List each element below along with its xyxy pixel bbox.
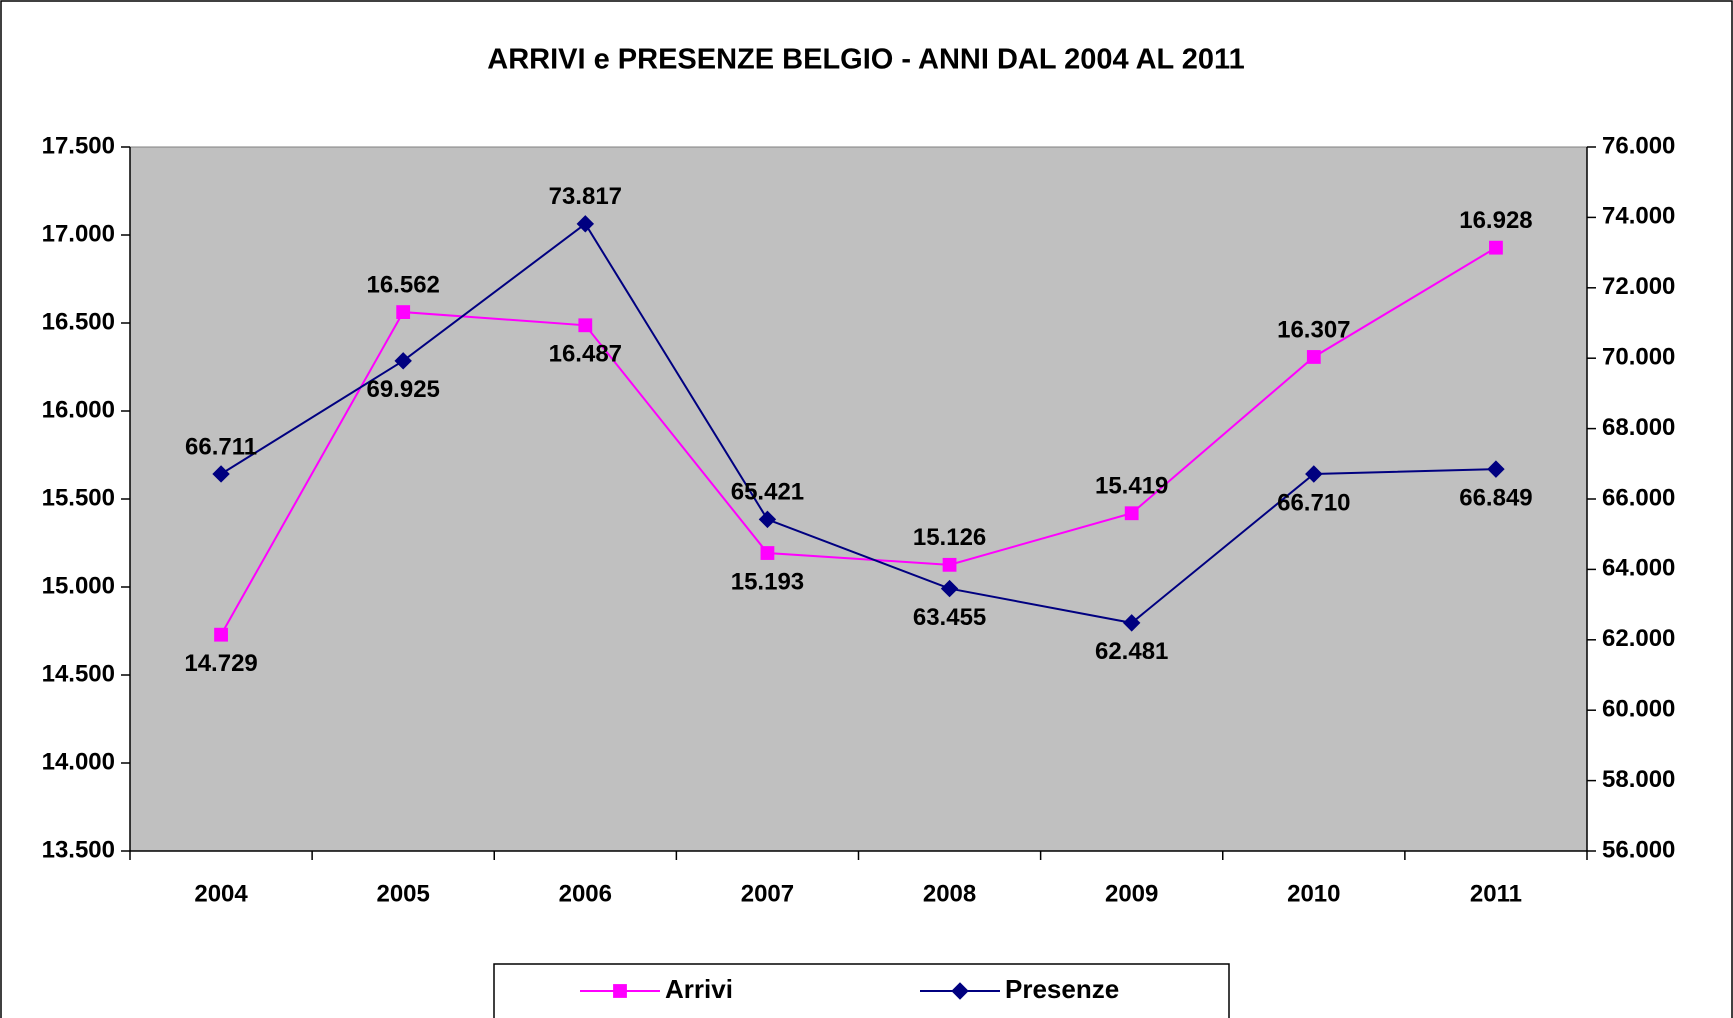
point-marker [758,510,777,529]
y2-tick-label: 76.000 [1602,132,1675,159]
data-label: 63.455 [913,604,986,631]
x-tick-label: 2006 [559,880,612,907]
chart-title: ARRIVI e PRESENZE BELGIO - ANNI DAL 2004… [487,44,1244,76]
series-line [220,222,1496,624]
data-label: 69.925 [366,376,439,403]
y-tick-label: 16.500 [42,308,115,335]
data-label: 15.193 [731,568,804,595]
data-label: 66.710 [1277,489,1350,516]
data-label: 15.419 [1095,473,1168,500]
y-tick-label: 17.500 [42,132,115,159]
x-tick-label: 2004 [194,880,248,907]
y2-tick-label: 56.000 [1602,836,1675,863]
point-marker [760,546,775,560]
y2-tick-label: 64.000 [1602,555,1675,582]
data-label: 62.481 [1095,638,1168,665]
data-label: 73.817 [549,183,622,210]
data-label: 14.729 [184,650,257,677]
y2-tick-label: 66.000 [1602,484,1675,511]
point-marker [940,579,959,598]
y2-tick-label: 60.000 [1602,696,1675,723]
y2-tick-label: 62.000 [1602,625,1675,652]
point-marker [1487,460,1505,478]
legend-label: Arrivi [665,974,733,1004]
point-marker [942,557,957,572]
series-line [220,246,1497,636]
y2-tick-label: 68.000 [1602,414,1675,441]
data-label: 16.928 [1459,207,1532,234]
data-label: 66.849 [1459,484,1532,511]
x-tick-label: 2007 [741,880,794,907]
point-marker [212,465,230,483]
x-tick-label: 2008 [923,880,976,907]
y-tick-label: 16.000 [42,396,115,423]
data-label: 16.487 [549,341,622,368]
point-marker [1124,506,1139,521]
data-label: 65.421 [731,479,804,506]
y-tick-label: 14.500 [42,660,115,687]
point-marker [576,215,595,233]
point-marker [1489,240,1503,255]
y2-tick-label: 58.000 [1602,766,1675,793]
y-tick-label: 17.000 [42,220,115,247]
point-marker [394,352,412,370]
y2-tick-label: 70.000 [1602,344,1675,371]
point-marker [1305,465,1323,483]
x-tick-label: 2011 [1470,880,1522,907]
y2-tick-label: 74.000 [1602,203,1675,230]
data-label: 16.307 [1277,316,1350,343]
y-tick-label: 14.000 [42,748,115,775]
y2-tick-label: 72.000 [1602,273,1675,300]
legend-label: Presenze [1005,974,1119,1004]
legend-marker [951,982,969,1000]
y-tick-label: 13.500 [42,836,115,863]
data-label: 16.562 [366,271,439,298]
x-tick-label: 2005 [376,880,429,907]
legend-marker [613,984,627,998]
x-tick-label: 2009 [1105,880,1158,907]
point-marker [1122,614,1141,632]
y-tick-label: 15.000 [42,572,115,599]
data-label: 66.711 [185,433,257,460]
point-marker [1306,350,1321,364]
point-marker [396,305,411,319]
x-tick-label: 2010 [1287,880,1340,907]
data-label: 15.126 [913,524,986,551]
point-marker [578,318,593,333]
plot-area [129,146,1588,852]
y-tick-label: 15.500 [42,484,115,511]
point-marker [214,627,228,642]
